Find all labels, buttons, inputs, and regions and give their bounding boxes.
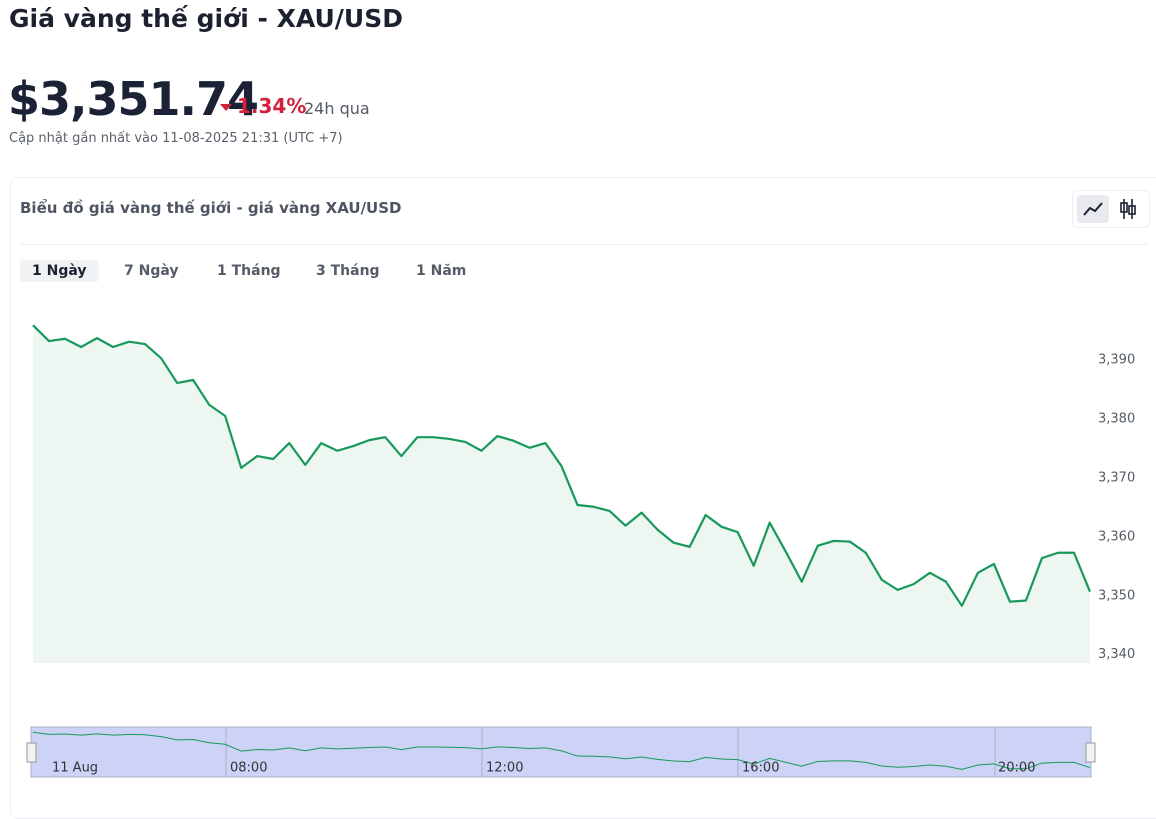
- y-tick-label: 3,360: [1098, 529, 1135, 544]
- navigator-label: 12:00: [486, 761, 523, 776]
- y-tick-label: 3,350: [1098, 588, 1135, 603]
- range-tab[interactable]: 1 Năm: [416, 263, 467, 279]
- navigator-handle[interactable]: [1085, 742, 1096, 763]
- range-tab[interactable]: 1 Tháng: [217, 263, 281, 279]
- price-change: 1.34%: [220, 94, 306, 118]
- page-title: Giá vàng thế giới - XAU/USD: [9, 4, 403, 33]
- navigator-ticks: [225, 727, 996, 777]
- card-title: Biểu đồ giá vàng thế giới - giá vàng XAU…: [20, 199, 402, 217]
- navigator-line: [32, 731, 1091, 770]
- line: [32, 324, 1092, 607]
- price: $3,351.74: [8, 72, 259, 126]
- range-tab[interactable]: 7 Ngày: [124, 263, 179, 279]
- change-period: 24h qua: [304, 99, 370, 118]
- page: 3,340 3,350 3,360 3,370 3,380 3,390 11 Aug 08:0…: [0, 0, 1156, 797]
- y-tick-label: 3,380: [1098, 411, 1135, 426]
- updated-time: Cập nhật gần nhất vào 11-08-2025 21:31 (…: [9, 131, 343, 146]
- navigator-label: 20:00: [998, 761, 1035, 776]
- range-tab[interactable]: 1 Ngày: [20, 260, 99, 282]
- line-icon: [1083, 202, 1103, 216]
- chart-type-toggle: [1072, 190, 1150, 228]
- toggle-icons: [1077, 195, 1136, 223]
- navigator-label: 08:00: [230, 761, 267, 776]
- navigator-label: 11 Aug: [52, 761, 98, 776]
- chart: 3,340 3,350 3,360 3,370 3,380 3,390 11 Aug 08:0…: [26, 324, 1135, 778]
- navigator-handle[interactable]: [26, 742, 37, 763]
- y-tick-label: 3,370: [1098, 470, 1135, 485]
- navigator-label: 16:00: [742, 761, 779, 776]
- candle-icon[interactable]: [1120, 199, 1136, 219]
- y-tick-label: 3,390: [1098, 352, 1135, 367]
- range-tab[interactable]: 3 Tháng: [316, 263, 380, 279]
- navigator[interactable]: [30, 726, 1092, 778]
- separator: [20, 244, 1148, 245]
- y-tick-label: 3,340: [1098, 647, 1135, 662]
- area: [33, 325, 1090, 663]
